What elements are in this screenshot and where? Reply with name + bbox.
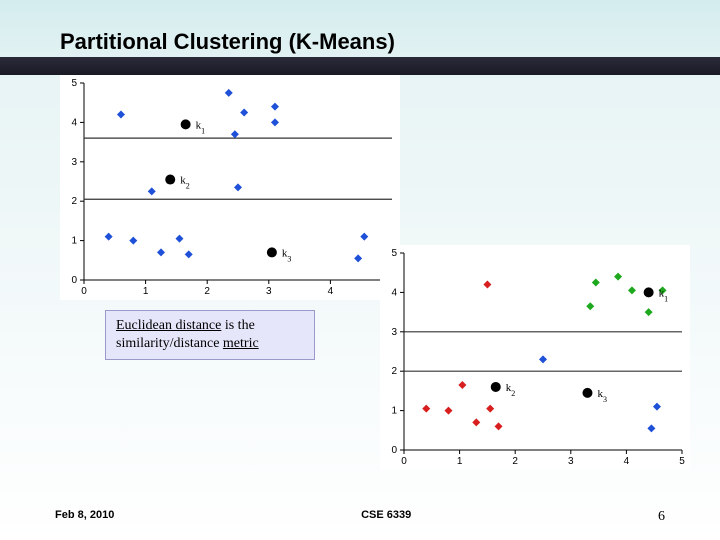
slide-title: Partitional Clustering (K-Means)	[60, 29, 395, 55]
svg-text:4: 4	[328, 286, 334, 297]
svg-text:2: 2	[512, 456, 518, 467]
svg-text:k3: k3	[282, 247, 292, 262]
note-box: Euclidean distance is the similarity/dis…	[105, 310, 315, 360]
svg-text:0: 0	[81, 286, 87, 297]
footer-date: Feb 8, 2010	[55, 509, 114, 525]
svg-text:5: 5	[71, 78, 77, 89]
svg-text:0: 0	[391, 445, 397, 456]
footer-course: CSE 6339	[361, 509, 411, 525]
page-number: 6	[658, 509, 665, 525]
svg-text:3: 3	[391, 327, 397, 338]
svg-text:0: 0	[71, 275, 77, 286]
svg-text:5: 5	[679, 456, 685, 467]
chart-2: 0 1 2 3 4 5 0 1 2 3 4 5 k2 k3 k1	[380, 245, 690, 470]
svg-text:k2: k2	[506, 382, 516, 398]
svg-text:k1: k1	[659, 287, 669, 303]
chart-1: 0 1 2 3 4 5 0 1 2 3 4 5 k1 k2 k3	[60, 75, 400, 300]
svg-text:1: 1	[457, 456, 463, 467]
svg-text:k2: k2	[180, 175, 190, 191]
svg-text:5: 5	[391, 248, 397, 259]
svg-text:1: 1	[391, 406, 397, 417]
svg-text:1: 1	[71, 236, 77, 247]
svg-text:k3: k3	[597, 388, 607, 404]
svg-text:2: 2	[391, 366, 397, 377]
svg-text:4: 4	[624, 456, 630, 467]
footer: Feb 8, 2010 CSE 6339 6	[0, 509, 720, 525]
svg-text:3: 3	[266, 286, 272, 297]
svg-text:k1: k1	[196, 119, 206, 135]
note-text: Euclidean distance is the similarity/dis…	[116, 318, 259, 351]
svg-text:0: 0	[401, 456, 407, 467]
svg-text:2: 2	[204, 286, 210, 297]
svg-text:2: 2	[71, 196, 77, 207]
title-separator	[0, 57, 720, 75]
svg-text:4: 4	[391, 287, 397, 298]
svg-text:4: 4	[71, 117, 77, 128]
svg-text:3: 3	[568, 456, 574, 467]
svg-text:3: 3	[71, 157, 77, 168]
svg-text:1: 1	[143, 286, 149, 297]
